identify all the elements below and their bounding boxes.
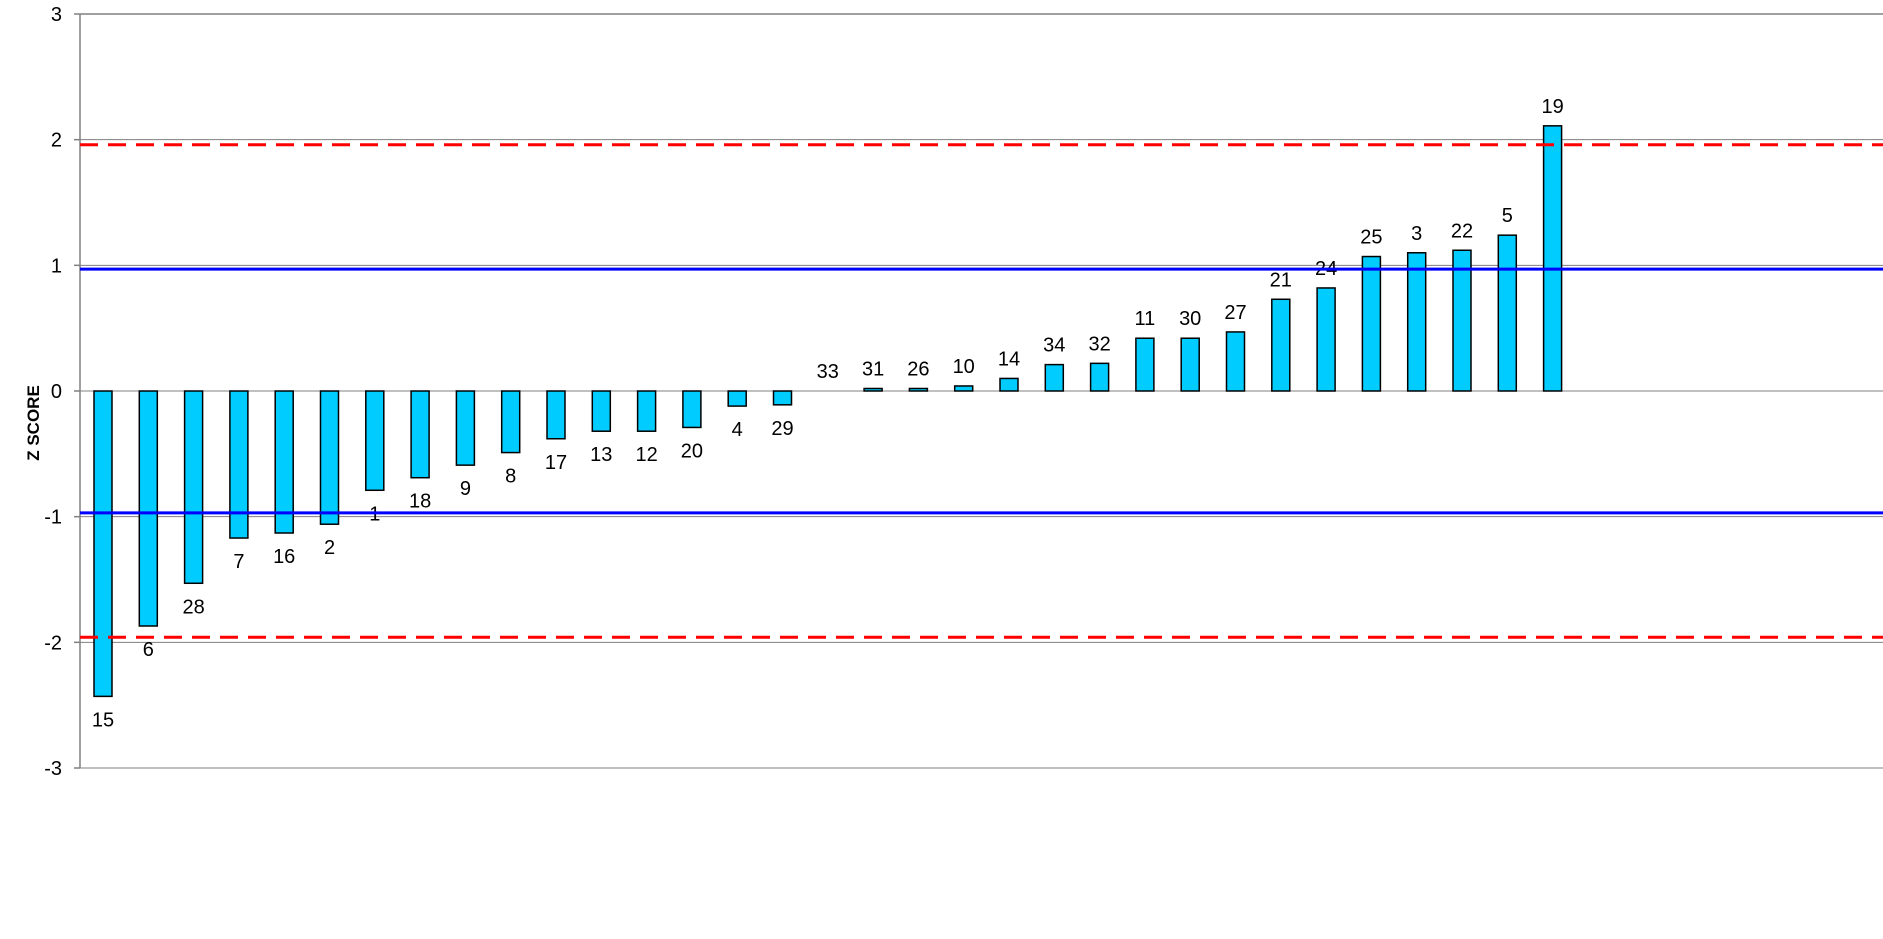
y-tick-label: -1 bbox=[44, 507, 62, 529]
bar-label: 14 bbox=[998, 348, 1020, 370]
bar bbox=[1316, 287, 1336, 392]
bar bbox=[1225, 331, 1246, 392]
bars bbox=[93, 125, 1563, 698]
bar bbox=[1089, 362, 1110, 392]
bar-label: 11 bbox=[1135, 308, 1156, 330]
bar bbox=[953, 385, 974, 392]
bar bbox=[591, 390, 612, 432]
bar bbox=[772, 390, 793, 406]
bar-label: 29 bbox=[771, 418, 793, 440]
bar bbox=[93, 390, 113, 698]
bar-label: 32 bbox=[1088, 333, 1110, 355]
bar bbox=[1542, 125, 1563, 392]
bar-label: 18 bbox=[409, 491, 431, 513]
bar bbox=[500, 390, 521, 454]
bar bbox=[1452, 249, 1472, 392]
y-tick-label: -2 bbox=[44, 632, 62, 654]
y-tick-label: 2 bbox=[51, 130, 62, 152]
y-axis-title: Z SCORE bbox=[24, 385, 43, 461]
bar-labels: 1562871621189817131220429333126101434321… bbox=[92, 96, 1564, 732]
bar-label: 34 bbox=[1043, 335, 1065, 357]
bar-label: 31 bbox=[862, 358, 884, 380]
bar-label: 20 bbox=[681, 440, 703, 462]
bar bbox=[1497, 234, 1518, 392]
bar-label: 7 bbox=[233, 551, 244, 573]
bar bbox=[908, 387, 929, 392]
bar-label: 10 bbox=[953, 356, 975, 378]
bar-label: 27 bbox=[1224, 302, 1246, 324]
bar bbox=[727, 390, 747, 407]
bar bbox=[319, 390, 340, 525]
bar bbox=[999, 377, 1019, 392]
bar-label: 15 bbox=[92, 709, 114, 731]
bar bbox=[1406, 252, 1427, 392]
bar-label: 9 bbox=[460, 478, 471, 500]
bar bbox=[682, 390, 702, 429]
bar-label: 21 bbox=[1270, 269, 1292, 291]
bar bbox=[274, 390, 294, 534]
bar-label: 6 bbox=[143, 639, 154, 661]
bar bbox=[138, 390, 159, 627]
bar-label: 26 bbox=[907, 358, 929, 380]
bar-label: 12 bbox=[635, 444, 657, 466]
bar-label: 28 bbox=[182, 596, 204, 618]
y-tick-label: -3 bbox=[44, 758, 62, 780]
bar bbox=[365, 390, 385, 492]
bar-label: 19 bbox=[1541, 96, 1563, 118]
y-tick-label: 3 bbox=[51, 4, 62, 26]
bar bbox=[863, 387, 883, 392]
y-tick-labels: 3 2 1 0 -1 -2 -3 bbox=[44, 4, 62, 780]
bar bbox=[1180, 337, 1200, 392]
bar-label: 16 bbox=[273, 546, 295, 568]
bar bbox=[229, 390, 249, 539]
bar-label: 2 bbox=[324, 537, 335, 559]
bar bbox=[455, 390, 476, 466]
bar-label: 5 bbox=[1502, 205, 1513, 227]
bar-label: 13 bbox=[590, 444, 612, 466]
bar bbox=[1044, 363, 1065, 392]
bar-label: 17 bbox=[545, 452, 567, 474]
bar-label: 25 bbox=[1360, 227, 1382, 249]
bar-label: 8 bbox=[505, 466, 516, 488]
bar bbox=[1271, 298, 1291, 392]
bar-label: 22 bbox=[1451, 220, 1473, 242]
y-tick-label: 0 bbox=[51, 381, 62, 403]
bar bbox=[183, 390, 204, 585]
reference-lines bbox=[80, 143, 1883, 639]
bar bbox=[636, 390, 657, 432]
bar-label: 33 bbox=[817, 361, 839, 383]
gridlines bbox=[74, 13, 1883, 769]
bar-label: 30 bbox=[1179, 308, 1201, 330]
bar-label: 4 bbox=[732, 419, 743, 441]
bar bbox=[1135, 337, 1155, 392]
bar bbox=[1361, 255, 1382, 392]
bar-label: 3 bbox=[1411, 223, 1422, 245]
y-tick-label: 1 bbox=[51, 255, 62, 277]
bar bbox=[410, 390, 430, 479]
bar bbox=[546, 390, 566, 440]
